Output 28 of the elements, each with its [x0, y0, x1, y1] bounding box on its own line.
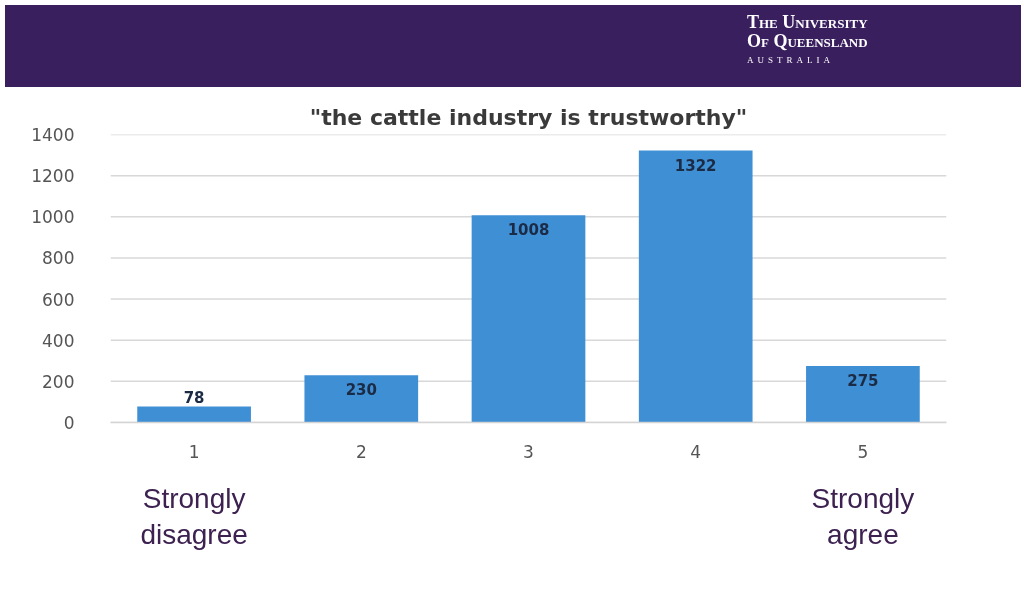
y-tick-label: 0: [63, 413, 75, 433]
y-tick-label: 600: [42, 289, 75, 310]
y-tick-label: 200: [42, 371, 75, 392]
x-tick-label: 2: [355, 441, 367, 462]
bar: [471, 215, 586, 423]
x-tick-label: 1: [188, 441, 200, 462]
text: The University Of Queensland: [747, 12, 869, 51]
data-label: 78: [183, 389, 205, 408]
x-tick-label: 5: [857, 441, 869, 462]
y-tick-label: 400: [42, 330, 75, 351]
y-tick-label: 1000: [31, 207, 75, 228]
data-label: 275: [847, 371, 879, 390]
bar: [304, 375, 419, 423]
bar: [137, 406, 251, 423]
data-label: 230: [345, 381, 377, 400]
text: AUSTRALIA: [747, 54, 835, 67]
bar: [638, 150, 753, 423]
chart-title: "the cattle industry is trustworthy": [309, 104, 748, 130]
x-tick-label: 4: [690, 441, 702, 462]
y-tick-label: 1400: [31, 125, 75, 145]
x-tick-label: 3: [523, 441, 534, 462]
data-label: 1008: [507, 221, 550, 240]
y-tick-label: 800: [42, 248, 75, 269]
text: Strongly disagree: [140, 482, 248, 550]
text: Strongly agree: [811, 482, 915, 550]
data-label: 1322: [674, 156, 717, 175]
bar: [806, 365, 920, 423]
y-tick-label: 1200: [31, 166, 75, 187]
